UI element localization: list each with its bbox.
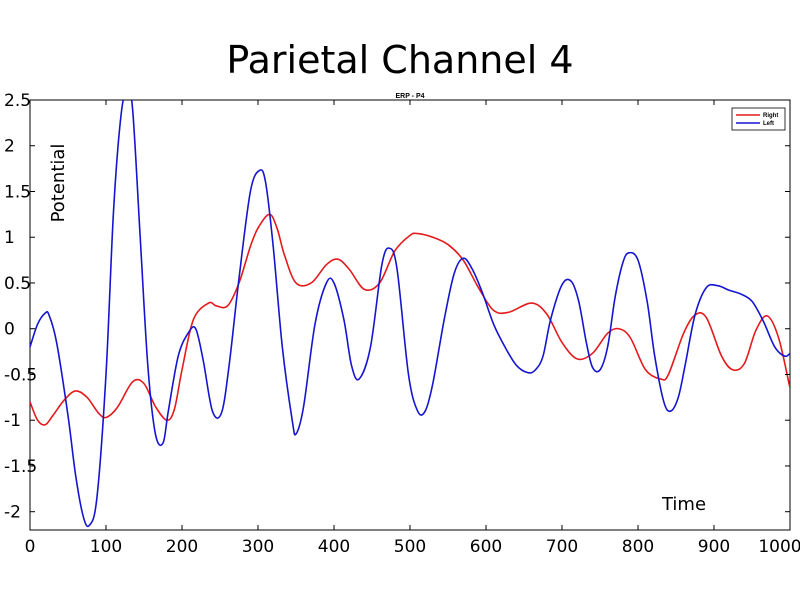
x-tick-label: 500 [394,537,426,557]
x-tick-label: 1000 [758,537,800,557]
series-line-right [30,213,790,426]
x-tick-label: 600 [470,537,502,557]
x-tick-label: 400 [318,537,350,557]
x-tick-label: 700 [546,537,578,557]
x-axis-label: Time [661,494,706,515]
chart-title: ERP - P4 [395,93,424,100]
legend-label-right: Right [763,113,778,119]
y-tick-label: 0 [4,320,15,340]
x-tick-label: 100 [90,537,122,557]
x-tick-label: 0 [25,537,36,557]
x-tick-label: 900 [698,537,730,557]
ticks-layer: 0 100 200 300 400 500 600 700 800 900 1000 -2 -1.5 -1… [4,91,800,557]
x-tick-label: 200 [166,537,198,557]
y-tick-label: -1 [4,411,21,431]
y-tick-label: 2.5 [4,91,31,111]
page-title: Parietal Channel 4 [226,38,574,82]
plot-area [29,99,791,531]
y-tick-label: -2 [4,503,21,523]
axes-frame [29,99,791,531]
legend-label-left: Left [763,121,774,127]
series-layer [30,100,790,528]
y-tick-label: 1.5 [4,182,31,202]
y-tick-label: 0.5 [4,274,31,294]
y-tick-label: 2 [4,137,15,157]
y-axis-label: Potential [48,144,69,223]
y-tick-label: 1 [4,228,15,248]
y-tick-label: -1.5 [4,457,37,477]
x-tick-label: 300 [242,537,274,557]
legend[interactable]: Right Left [731,107,786,131]
x-tick-label: 800 [622,537,654,557]
legend-box [731,107,786,131]
series-line-left [30,100,790,528]
y-tick-label: -0.5 [4,365,37,385]
